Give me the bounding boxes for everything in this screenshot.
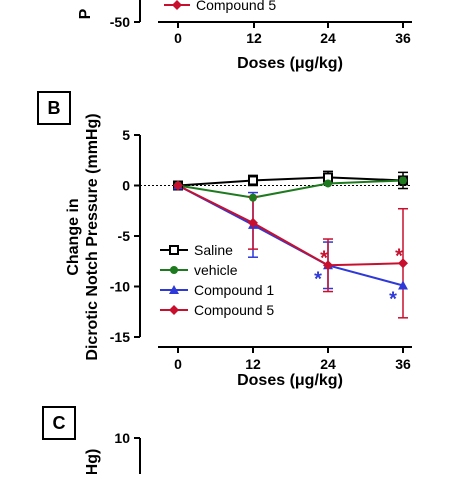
panel-a-legend-marker [172, 0, 182, 10]
panel-c-label: C [42, 406, 76, 440]
panel-a-xtick-label: 24 [320, 30, 336, 46]
legend-label: Compound 5 [194, 302, 274, 318]
panel-a-legend-label: Compound 5 [196, 0, 276, 13]
data-point-marker [248, 217, 258, 228]
data-point-marker [169, 285, 179, 294]
y-tick-label: 0 [122, 178, 130, 194]
significance-asterisk: * [395, 245, 403, 267]
significance-asterisk: * [314, 268, 322, 290]
y-tick-label: -5 [118, 228, 131, 244]
panel-b-plot-area: *** * [173, 170, 408, 319]
y-tick-label: -10 [110, 279, 130, 295]
panel-a-xtick-label: 0 [174, 30, 182, 46]
data-point-marker [398, 280, 408, 290]
panel-b-ylabel-line1: Change in [65, 198, 82, 275]
data-point-marker [169, 305, 179, 315]
panel-a-xlabel: Doses (μg/kg) [237, 55, 343, 72]
y-tick-label: 5 [122, 127, 130, 143]
data-point-marker [248, 175, 258, 186]
panel-a-ylabel-fragment: P [77, 8, 94, 19]
data-point-marker [323, 260, 333, 271]
data-point-marker [249, 193, 257, 202]
panel-a-xtick-label: 36 [395, 30, 411, 46]
panel-a-fragment: P -50 0 12 24 36 Doses (μg/kg) Compound … [77, 0, 412, 72]
legend-label: Compound 1 [194, 282, 274, 298]
panel-b-letter: B [47, 97, 61, 118]
panel-b-xlabel: Doses (μg/kg) [237, 372, 343, 389]
panel-b-legend: Saline vehicle Compound 1 Compound 5 [160, 242, 274, 318]
data-point-marker [170, 266, 178, 274]
series-line [177, 184, 404, 267]
panel-b-axes: 5 0 -5 -10 -15 0 12 24 36 [110, 127, 412, 372]
panel-a-xtick-label: 12 [246, 30, 262, 46]
panel-c-letter: C [52, 412, 66, 433]
legend-label: Saline [194, 242, 233, 258]
data-point-marker [169, 245, 179, 255]
x-tick-label: 0 [174, 356, 182, 372]
panel-c-ytick-label: 10 [114, 430, 130, 446]
data-point-marker [324, 179, 332, 188]
panel-c-ylabel-fragment: Hg) [84, 449, 101, 474]
data-point-marker [173, 180, 183, 191]
data-point-marker [398, 258, 408, 269]
panel-b-ylabel-line2: Dicrotic Notch Pressure (mmHg) [84, 113, 101, 360]
panel-b-label: B [37, 91, 71, 125]
significance-asterisk: * [389, 288, 397, 310]
x-tick-label: 24 [320, 356, 336, 372]
y-tick-label: -15 [110, 329, 130, 345]
panel-b: Change in Dicrotic Notch Pressure (mmHg)… [65, 113, 412, 389]
x-tick-label: 12 [245, 356, 261, 372]
panel-c-fragment: 10 Hg) [84, 430, 141, 475]
legend-label: vehicle [194, 262, 238, 278]
series-line [177, 176, 404, 187]
series-line [177, 179, 404, 199]
panel-a-ytick-label: -50 [110, 14, 130, 30]
significance-asterisk: * [320, 247, 328, 269]
data-point-marker [399, 176, 407, 185]
x-tick-label: 36 [395, 356, 411, 372]
